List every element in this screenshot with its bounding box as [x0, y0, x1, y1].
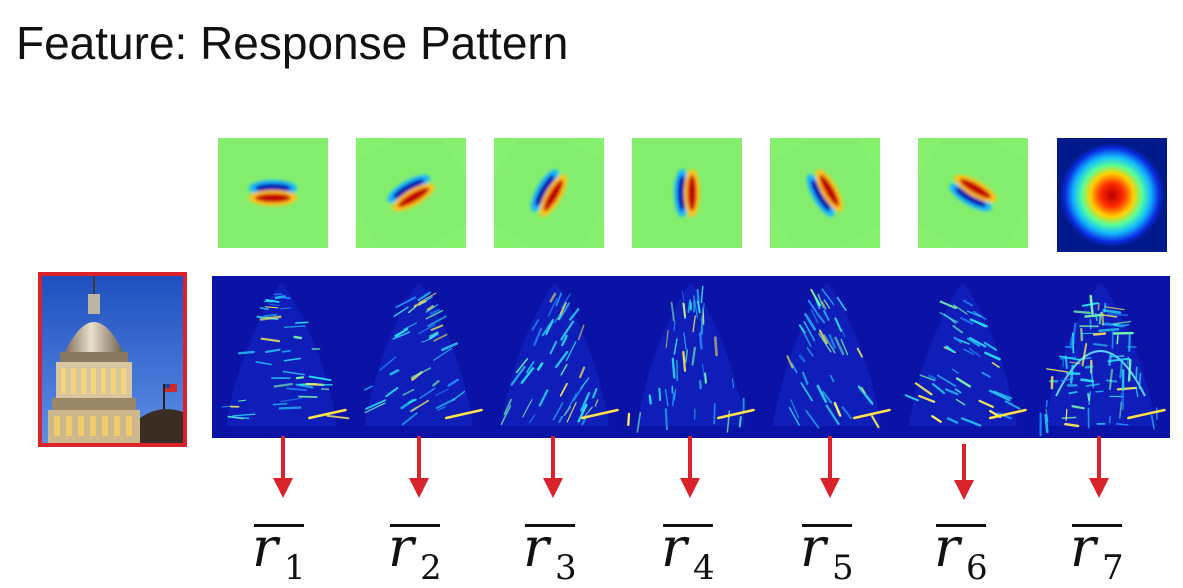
arrow-down-icon — [952, 444, 976, 500]
response-map-4 — [623, 276, 759, 438]
arrow-down-icon — [1087, 436, 1111, 498]
response-subscript: 6 — [966, 548, 988, 588]
filter-5 — [770, 138, 880, 248]
response-symbol: r — [1070, 518, 1096, 578]
response-map-7 — [1031, 276, 1170, 438]
capitol-photo-graphic — [42, 276, 183, 443]
arrow-down-icon — [407, 436, 431, 498]
response-symbol: r — [388, 518, 414, 578]
arrow-down-icon — [818, 436, 842, 498]
response-map-1 — [212, 276, 351, 438]
response-map-5 — [759, 276, 895, 438]
response-subscript: 3 — [555, 548, 577, 588]
arrow-down-icon — [271, 436, 295, 498]
filter-6 — [918, 138, 1028, 248]
filter-3 — [494, 138, 604, 248]
response-subscript: 4 — [693, 548, 715, 588]
response-symbol: r — [252, 518, 278, 578]
response-symbol: r — [800, 518, 826, 578]
response-subscript: 1 — [284, 548, 306, 588]
filter-1 — [218, 138, 328, 248]
response-map-2 — [351, 276, 487, 438]
filter-2 — [356, 138, 466, 248]
response-subscript: 5 — [832, 548, 854, 588]
arrow-down-icon — [678, 436, 702, 498]
response-symbol: r — [661, 518, 687, 578]
filter-7 — [1057, 138, 1167, 252]
response-subscript: 7 — [1102, 548, 1124, 588]
filter-4 — [632, 138, 742, 248]
slide-title: Feature: Response Pattern — [16, 10, 568, 76]
response-subscript: 2 — [420, 548, 442, 588]
input-image — [38, 272, 187, 447]
response-map-3 — [487, 276, 623, 438]
response-map-6 — [895, 276, 1031, 438]
response-symbol: r — [934, 518, 960, 578]
arrow-down-icon — [541, 436, 565, 498]
response-symbol: r — [523, 518, 549, 578]
